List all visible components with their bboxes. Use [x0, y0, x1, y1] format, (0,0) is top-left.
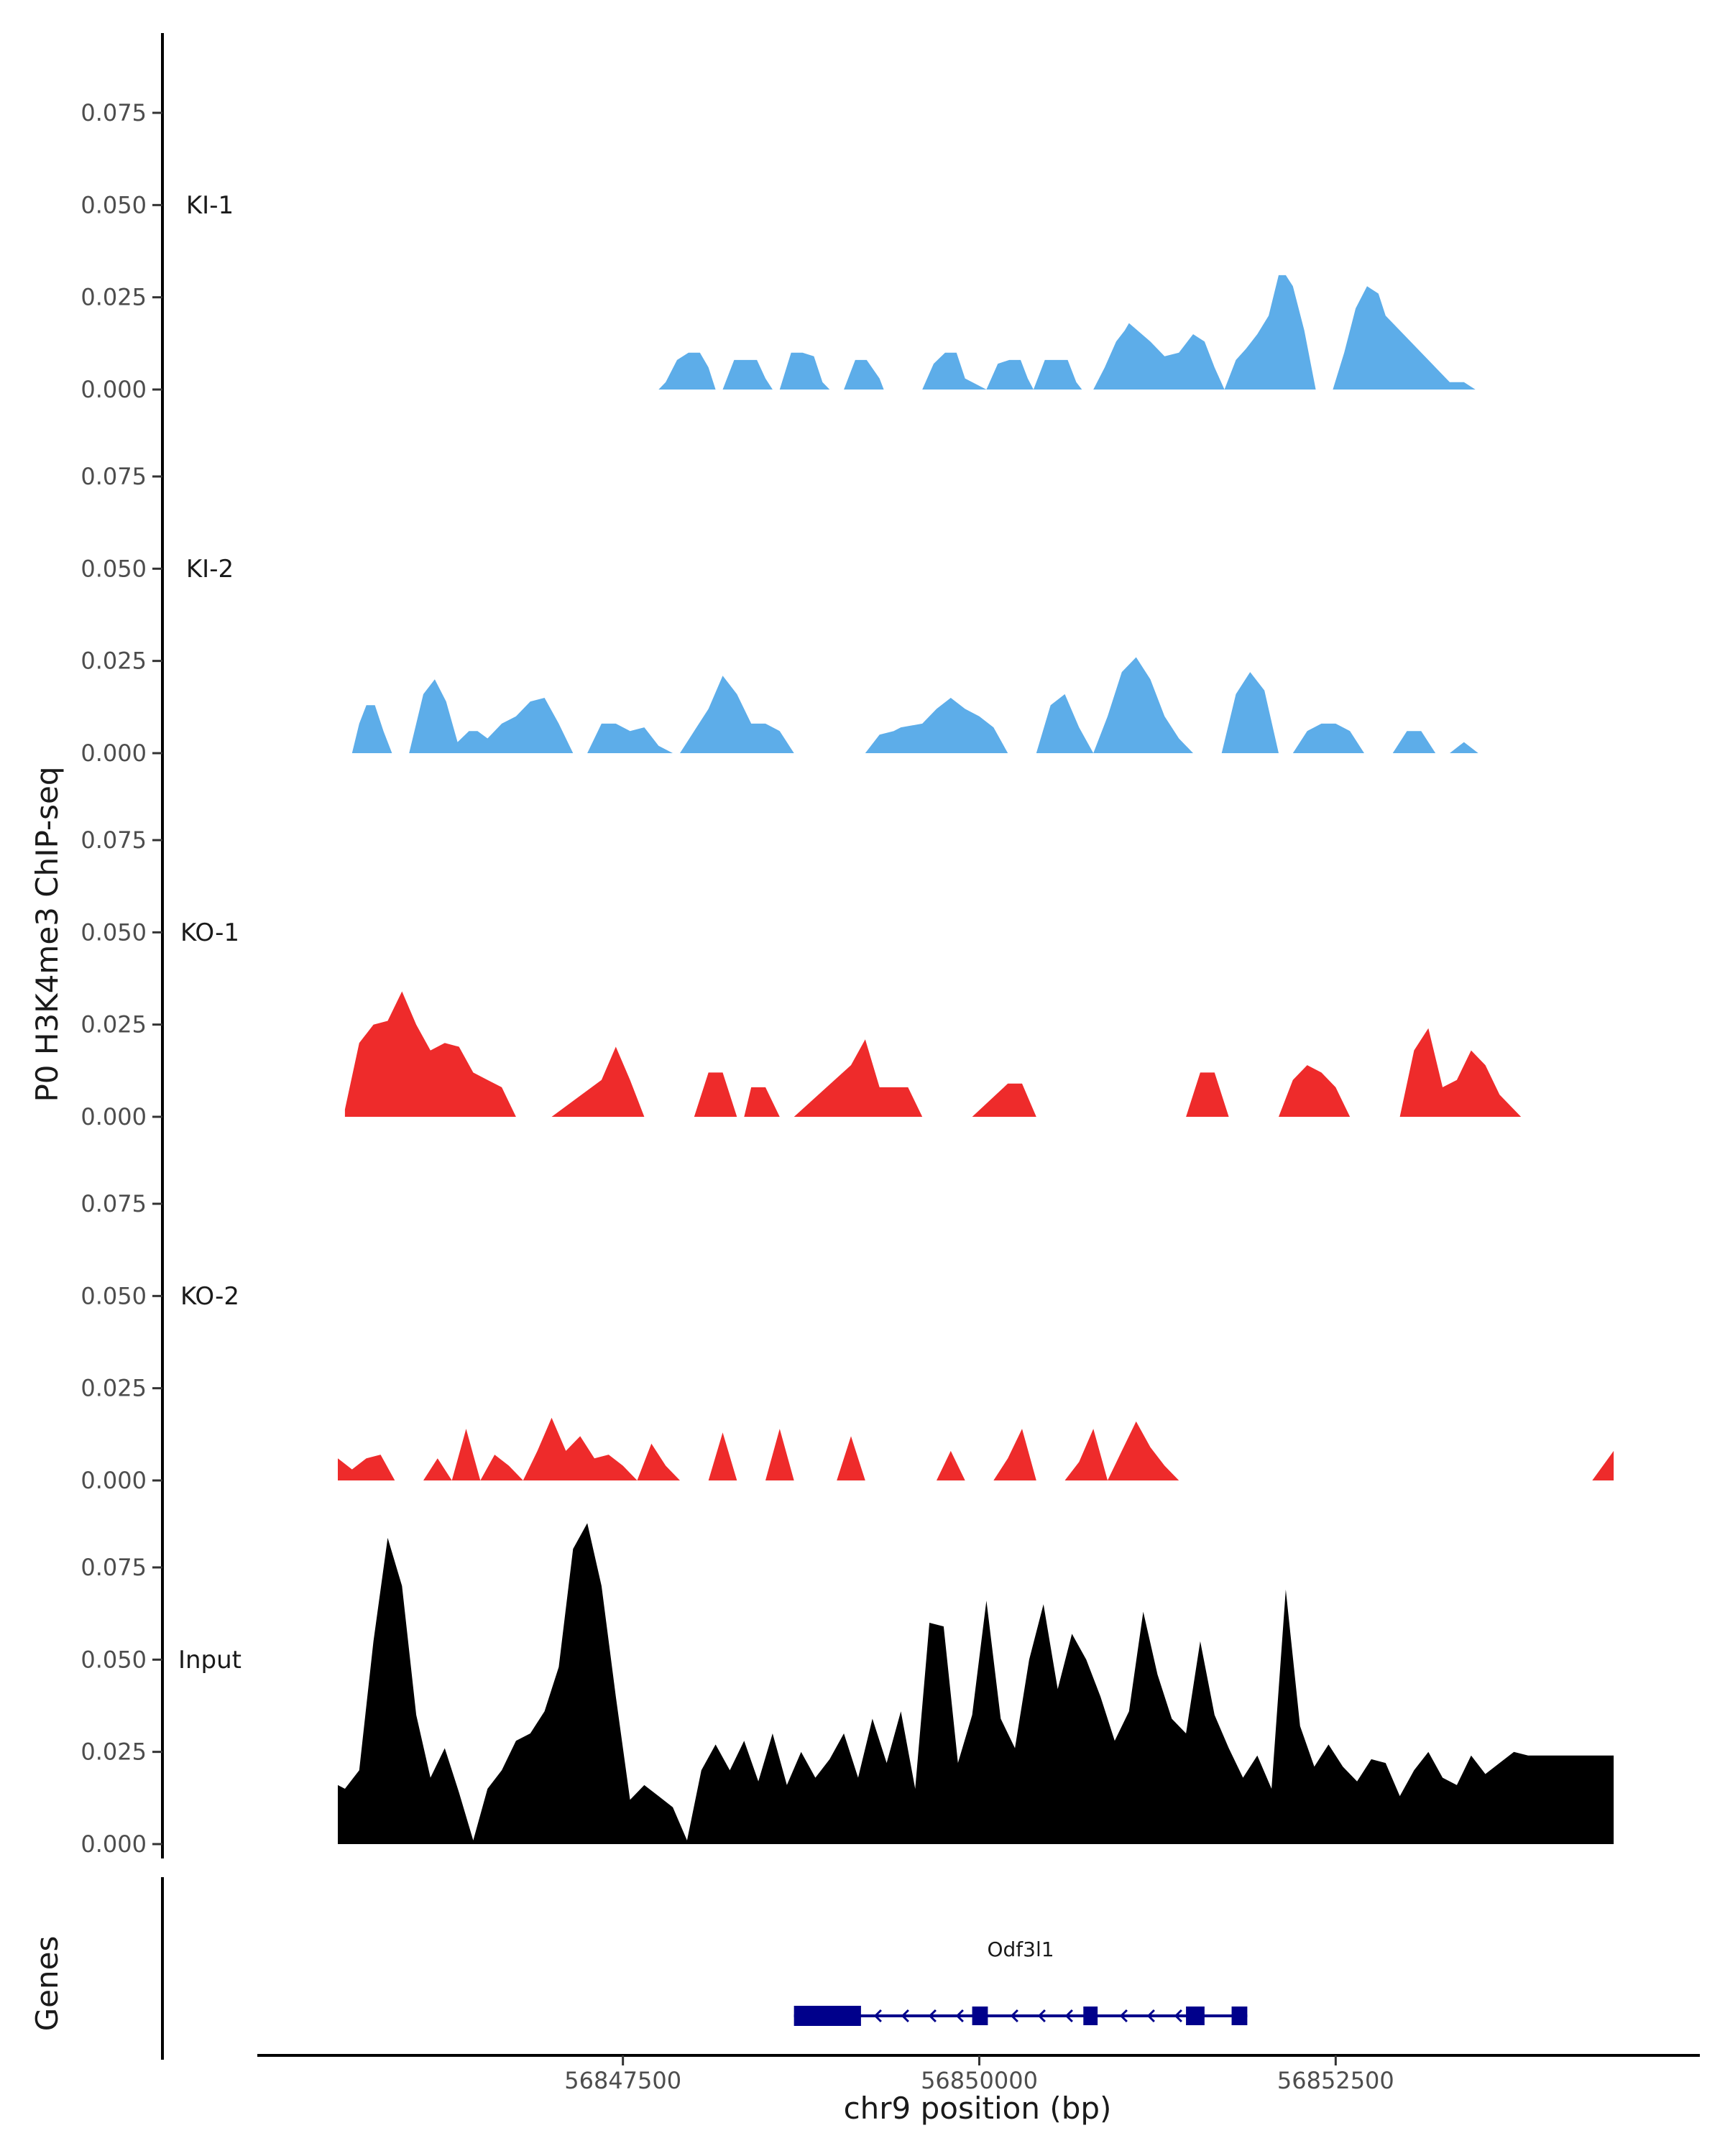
track-label: KO-1: [180, 918, 239, 947]
y-tick-label: 0.025: [80, 1375, 147, 1402]
strand-arrow: [901, 2009, 909, 2023]
coverage-area: [338, 1417, 1614, 1480]
y-tick-label: 0.075: [80, 99, 147, 126]
strand-arrow: [928, 2009, 937, 2023]
strand-arrow: [1119, 2009, 1128, 2023]
track-ki-2: 0.000 0.025 0.050 0.075 KI-2: [80, 397, 1614, 768]
track-ki-1: 0.000 0.025 0.050 0.075 KI-1: [80, 33, 1550, 404]
strand-arrow: [1064, 2009, 1073, 2023]
x-tick-label: 56850000: [921, 2067, 1038, 2094]
y-tick-label: 0.050: [80, 191, 147, 218]
tracks-group: 0.0000.0250.0500.075KI-10.0000.0250.0500…: [80, 33, 1614, 1858]
y-tick-label: 0.025: [80, 648, 147, 675]
y-tick-label: 0.075: [80, 463, 147, 490]
strand-arrow: [1037, 2009, 1046, 2023]
genes-track-title: Genes: [29, 1936, 65, 2032]
y-tick-label: 0.000: [80, 1103, 147, 1130]
y-tick-label: 0.075: [80, 1190, 147, 1217]
y-tick-label: 0.050: [80, 1646, 147, 1673]
strand-arrow: [1010, 2009, 1018, 2023]
exon: [972, 2007, 988, 2025]
y-tick-label: 0.000: [80, 1830, 147, 1858]
exon: [1083, 2007, 1098, 2025]
y-tick-label: 0.075: [80, 1554, 147, 1581]
x-tick-label: 56847500: [564, 2067, 681, 2094]
y-tick-label: 0.025: [80, 1738, 147, 1766]
coverage-area: [344, 991, 1522, 1117]
strand-arrow: [1146, 2009, 1155, 2023]
y-tick-label: 0.025: [80, 284, 147, 311]
coverage-area: [338, 1523, 1614, 1844]
track-label: Input: [178, 1646, 242, 1674]
y-tick-label: 0.000: [80, 1467, 147, 1494]
genes-track: Genes Odf3l1: [29, 1877, 1248, 2060]
y-tick-label: 0.025: [80, 1011, 147, 1038]
strand-arrow: [873, 2009, 882, 2023]
x-axis-title: chr9 position (bp): [844, 2091, 1112, 2126]
strand-arrow: [955, 2009, 964, 2023]
exon: [794, 2006, 861, 2026]
exon: [1231, 2007, 1248, 2025]
track-label: KO-2: [180, 1282, 239, 1311]
strand-arrow: [1174, 2009, 1182, 2023]
y-tick-label: 0.075: [80, 826, 147, 854]
track-label: KI-1: [186, 191, 234, 220]
y-tick-label: 0.050: [80, 918, 147, 946]
y-axis-title: P0 H3K4me3 ChIP-seq: [29, 766, 65, 1102]
coverage-area: [338, 657, 1614, 753]
y-tick-label: 0.000: [80, 740, 147, 767]
x-axis: chr9 position (bp) 56847500 56850000 56852…: [257, 2054, 1700, 2126]
y-tick-label: 0.000: [80, 376, 147, 403]
y-tick-label: 0.050: [80, 1282, 147, 1309]
track-ko-1: 0.000 0.025 0.050 0.075 KO-1: [80, 760, 1522, 1131]
track-ko-2: 0.000 0.025 0.050 0.075 KO-2: [80, 1124, 1614, 1495]
coverage-area: [494, 275, 1550, 390]
exon: [1186, 2007, 1205, 2025]
x-tick-label: 56852500: [1277, 2067, 1394, 2094]
gene-name-label: Odf3l1: [987, 1938, 1054, 1961]
gene-odf3l1: Odf3l1: [794, 1938, 1248, 2026]
y-tick-label: 0.050: [80, 555, 147, 582]
track-input: 0.000 0.025 0.050 0.075 Input: [80, 1488, 1614, 1858]
track-label: KI-2: [186, 555, 234, 584]
